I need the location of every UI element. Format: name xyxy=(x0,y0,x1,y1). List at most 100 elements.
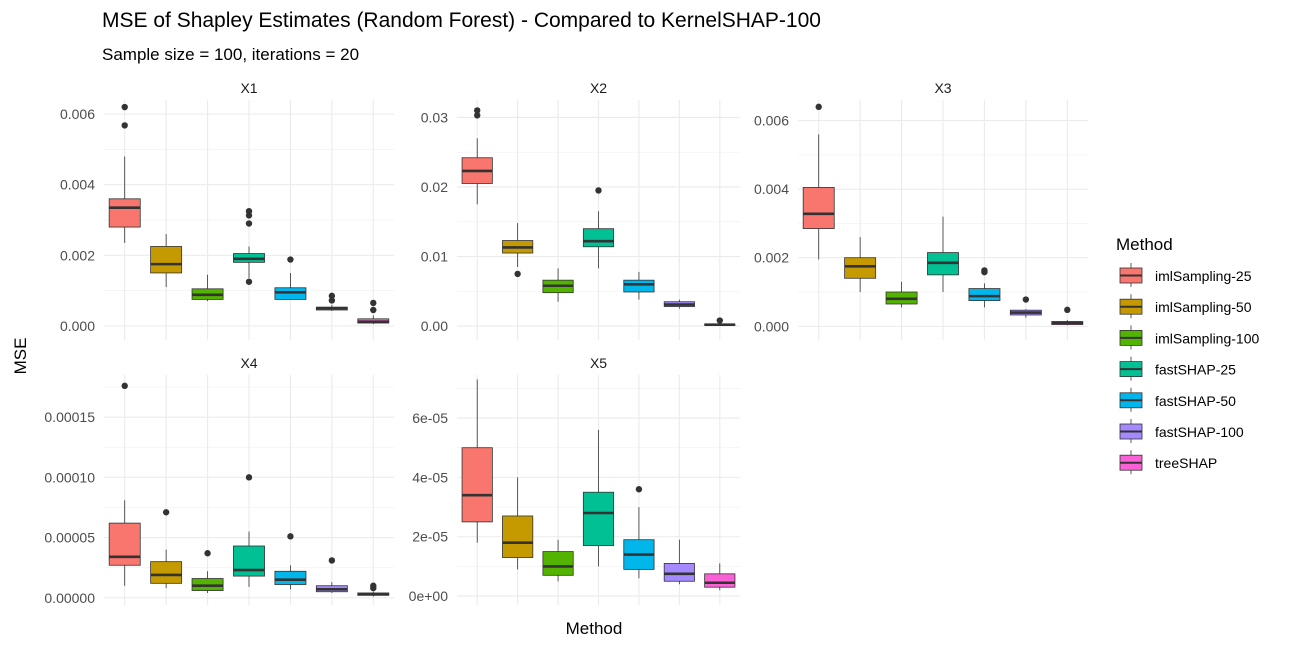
facet-label: X5 xyxy=(590,355,607,371)
box-treeSHAP xyxy=(704,317,736,326)
y-tick-label: 0.000 xyxy=(60,318,95,334)
box-iqr xyxy=(623,279,655,293)
panel-x3: 0.000 0.002 0.004 0.006 X3 xyxy=(754,80,1088,340)
box-treeSHAP xyxy=(1051,306,1084,326)
y-tick-label: 6e-05 xyxy=(412,410,448,426)
legend-label: imlSampling-100 xyxy=(1155,330,1259,346)
box-imlSampling-25 xyxy=(461,379,493,543)
outlier-point xyxy=(981,268,988,276)
box-imlSampling-25 xyxy=(802,103,835,260)
box-fastSHAP-100 xyxy=(1009,296,1042,318)
box-iqr xyxy=(542,551,574,576)
box-iqr xyxy=(274,570,307,585)
y-tick-label: 0.00 xyxy=(421,318,448,334)
legend-title: Method xyxy=(1116,235,1173,254)
outlier-point xyxy=(328,292,336,300)
box-iqr xyxy=(108,522,141,566)
box-imlSampling-50 xyxy=(150,234,183,288)
box-imlSampling-100 xyxy=(885,281,918,308)
legend-item: treeSHAP xyxy=(1119,450,1217,475)
box-imlSampling-25 xyxy=(108,103,141,243)
y-tick-label: 0.002 xyxy=(60,247,95,263)
legend-label: treeSHAP xyxy=(1155,455,1217,471)
outlier-point xyxy=(1064,306,1071,314)
outlier-point xyxy=(121,122,128,129)
panel-x4: 0.00000 0.00005 0.00010 0.00015 X4 xyxy=(44,355,394,606)
box-fastSHAP-25 xyxy=(233,207,265,285)
box-fastSHAP-100 xyxy=(315,557,348,593)
legend-label: imlSampling-50 xyxy=(1155,299,1252,315)
outlier-point xyxy=(815,103,822,111)
box-imlSampling-100 xyxy=(542,268,574,302)
y-tick-label: 0.00005 xyxy=(44,530,95,546)
legend-items: imlSampling-25 imlSampling-50 imlSampling-… xyxy=(1119,263,1259,475)
box-iqr xyxy=(582,491,615,547)
outlier-point xyxy=(287,256,294,263)
box-imlSampling-25 xyxy=(108,382,141,586)
legend: Method imlSampling-25imlSampling-50imlSa… xyxy=(1116,235,1259,475)
y-tick-label: 0.00000 xyxy=(44,590,95,606)
box-imlSampling-25 xyxy=(461,107,493,205)
y-tick-label: 4e-05 xyxy=(412,469,448,485)
box-fastSHAP-25 xyxy=(582,187,615,269)
outlier-point xyxy=(121,103,128,111)
box-iqr xyxy=(233,545,265,577)
outlier-point xyxy=(1022,296,1030,303)
outlier-point xyxy=(328,297,336,304)
outlier-point xyxy=(474,107,481,114)
legend-label: fastSHAP-50 xyxy=(1155,393,1236,409)
outlier-point xyxy=(370,299,377,307)
y-tick-label: 0.00015 xyxy=(44,409,95,425)
outlier-point xyxy=(370,306,377,314)
legend-item: fastSHAP-25 xyxy=(1119,356,1236,381)
box-imlSampling-50 xyxy=(150,509,183,589)
outlier-point xyxy=(245,474,253,481)
box-fastSHAP-50 xyxy=(274,256,307,300)
legend-item: imlSampling-50 xyxy=(1119,294,1252,319)
box-iqr xyxy=(502,515,534,558)
box-imlSampling-50 xyxy=(502,477,534,570)
outlier-point xyxy=(595,187,602,194)
y-tick-label: 0.006 xyxy=(60,106,95,122)
panel-x1: 0.000 0.002 0.004 0.006 X1 xyxy=(60,80,394,340)
box-iqr xyxy=(663,563,695,582)
y-tick-label: 0.02 xyxy=(421,179,448,195)
outlier-point xyxy=(245,212,253,219)
legend-item: imlSampling-25 xyxy=(1119,263,1252,287)
outlier-point xyxy=(716,317,723,324)
box-iqr xyxy=(582,228,615,248)
box-fastSHAP-100 xyxy=(663,539,695,585)
legend-item: fastSHAP-100 xyxy=(1119,419,1244,443)
outlier-point xyxy=(287,533,294,540)
outlier-point xyxy=(514,270,521,278)
outlier-point xyxy=(204,550,211,557)
legend-item: fastSHAP-50 xyxy=(1119,387,1236,412)
y-tick-label: 0.004 xyxy=(60,177,95,193)
box-imlSampling-100 xyxy=(191,550,224,593)
panel-x5: 0e+00 2e-05 4e-05 6e-05 X5 xyxy=(409,355,740,605)
outlier-point xyxy=(162,509,170,516)
box-fastSHAP-25 xyxy=(233,474,265,587)
x-axis-title: Method xyxy=(566,619,623,638)
outlier-point xyxy=(474,112,481,119)
box-iqr xyxy=(150,561,183,584)
box-iqr xyxy=(844,257,877,279)
box-iqr xyxy=(150,246,183,274)
box-imlSampling-50 xyxy=(502,223,534,278)
box-fastSHAP-50 xyxy=(623,486,655,579)
box-imlSampling-50 xyxy=(844,237,877,292)
box-fastSHAP-50 xyxy=(968,267,1001,308)
chart-title: MSE of Shapley Estimates (Random Forest)… xyxy=(102,9,821,32)
y-tick-label: 0.01 xyxy=(421,249,448,265)
box-treeSHAP xyxy=(357,299,390,325)
box-fastSHAP-100 xyxy=(663,299,695,309)
box-iqr xyxy=(802,187,835,229)
box-imlSampling-100 xyxy=(191,274,224,302)
box-fastSHAP-25 xyxy=(927,216,959,292)
y-tick-label: 0e+00 xyxy=(409,588,449,604)
outlier-point xyxy=(635,486,643,493)
box-fastSHAP-50 xyxy=(274,533,307,590)
box-fastSHAP-50 xyxy=(623,271,655,300)
box-iqr xyxy=(461,447,493,523)
